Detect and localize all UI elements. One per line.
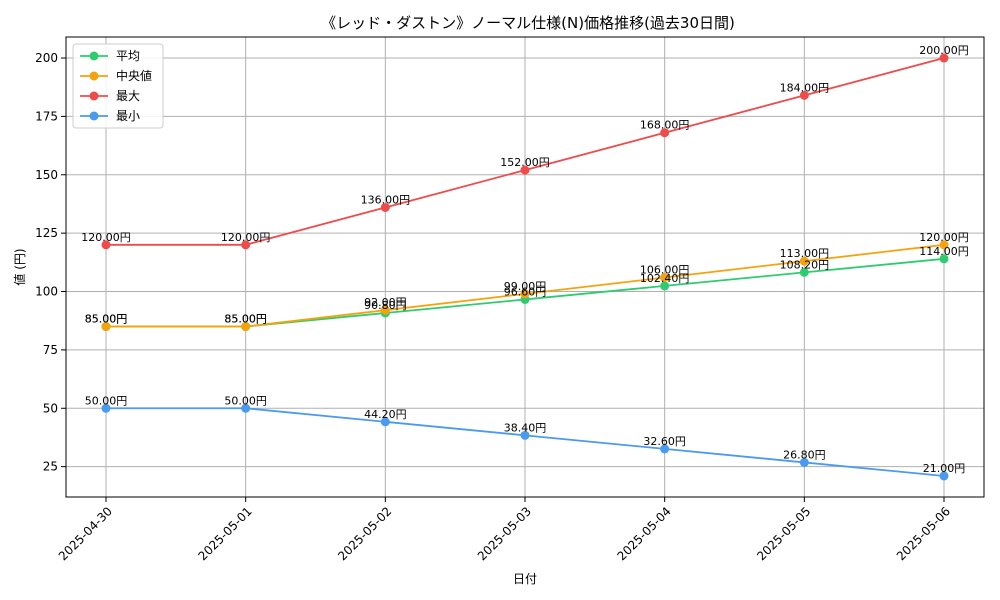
x-axis: 2025-04-30 2025-05-01 2025-05-02 2025-05-03… (56, 497, 953, 563)
y-axis: 25 50 75 100 125 150 175 200 (35, 51, 66, 474)
data-label: 85.00円 (224, 313, 267, 326)
y-tick-label: 25 (43, 460, 58, 474)
data-label: 113.00円 (780, 247, 830, 260)
y-tick-label: 125 (35, 226, 58, 240)
legend-box (72, 43, 164, 129)
data-label: 136.00円 (361, 193, 411, 206)
data-label: 102.40円 (640, 272, 690, 285)
data-label: 200.00円 (919, 44, 969, 57)
data-point (660, 444, 670, 454)
x-tick-label: 2025-05-06 (894, 504, 953, 563)
data-label: 152.00円 (500, 156, 550, 169)
data-label: 99.00円 (504, 280, 547, 293)
x-tick-label: 2025-05-01 (196, 504, 255, 563)
data-label: 32.60円 (643, 435, 686, 448)
data-point (520, 165, 530, 175)
data-label: 21.00円 (923, 462, 966, 475)
x-tick-label: 2025-05-04 (615, 504, 674, 563)
x-axis-title: 日付 (513, 572, 537, 586)
data-label: 85.00円 (85, 313, 128, 326)
data-label: 96.60円 (504, 285, 547, 298)
series-layer (101, 53, 949, 481)
legend-swatch-marker (89, 111, 99, 121)
data-label: 44.20円 (364, 408, 407, 421)
data-point (939, 254, 949, 264)
data-point (799, 457, 809, 467)
data-label: 168.00円 (640, 119, 690, 132)
data-point (241, 322, 251, 332)
data-point (520, 430, 530, 440)
data-point (241, 403, 251, 413)
data-label: 26.80円 (783, 448, 826, 461)
x-tick-label: 2025-05-05 (754, 504, 813, 563)
data-point (241, 240, 251, 250)
data-point (380, 305, 390, 315)
legend-swatch-marker (89, 91, 99, 101)
legend-swatch-marker (89, 51, 99, 61)
data-label: 120.00円 (81, 231, 131, 244)
data-point (939, 53, 949, 63)
data-point (799, 90, 809, 100)
data-label: 90.80円 (364, 299, 407, 312)
x-tick-label: 2025-04-30 (56, 504, 115, 563)
data-labels: 85.00円 85.00円90.80円96.60円102.40円108.20円11… (81, 44, 969, 475)
data-label: 38.40円 (504, 421, 547, 434)
y-tick-label: 150 (35, 168, 58, 182)
data-label: 120.00円 (919, 231, 969, 244)
data-point (799, 267, 809, 277)
legend-label: 最大 (116, 89, 140, 103)
y-tick-label: 75 (43, 343, 58, 357)
y-tick-label: 100 (35, 285, 58, 299)
grid (66, 37, 984, 497)
data-point (660, 273, 670, 283)
data-point (101, 403, 111, 413)
data-point (939, 471, 949, 481)
data-label: 85.00円 (85, 313, 128, 326)
data-label: 120.00円 (221, 231, 271, 244)
data-point (660, 281, 670, 291)
data-label: 184.00円 (780, 81, 830, 94)
data-point (101, 240, 111, 250)
data-label: 50.00円 (224, 394, 267, 407)
data-point (101, 322, 111, 332)
chart-title: 《レッド・ダストン》ノーマル仕様(N)価格推移(過去30日間) (321, 14, 735, 32)
data-point (660, 128, 670, 138)
y-tick-label: 200 (35, 51, 58, 65)
data-label: 106.00円 (640, 264, 690, 277)
data-label: 50.00円 (85, 394, 128, 407)
legend-label: 最小 (116, 109, 140, 123)
legend-label: 平均 (116, 49, 140, 63)
data-label: 92.00円 (364, 296, 407, 309)
x-tick-label: 2025-05-02 (335, 504, 394, 563)
data-label: 85.00円 (224, 313, 267, 326)
y-axis-title: 値 (円) (12, 248, 27, 285)
data-point (799, 256, 809, 266)
y-tick-label: 175 (35, 109, 58, 123)
y-tick-label: 50 (43, 401, 58, 415)
legend-swatch-marker (89, 71, 99, 81)
data-label: 114.00円 (919, 245, 969, 258)
data-point (939, 240, 949, 250)
legend-label: 中央値 (116, 68, 152, 83)
data-point (520, 289, 530, 299)
data-point (380, 202, 390, 212)
x-tick-label: 2025-05-03 (475, 504, 534, 563)
data-point (380, 417, 390, 427)
data-label: 108.20円 (780, 258, 830, 271)
